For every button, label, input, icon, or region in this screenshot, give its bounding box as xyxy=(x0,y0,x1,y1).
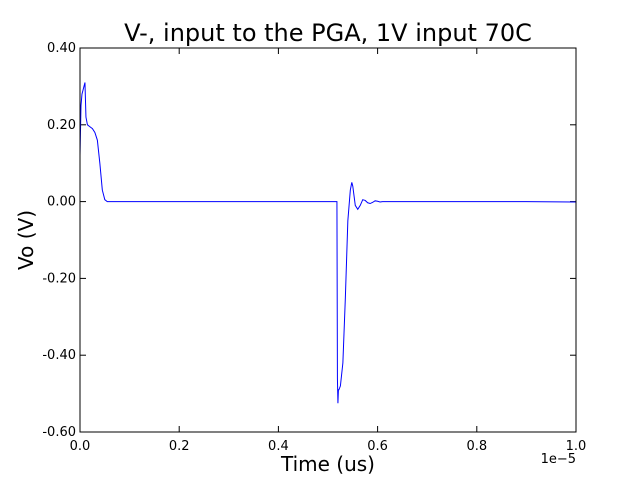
x-tick-label: 0.2 xyxy=(169,439,190,454)
y-tick-label: 0.40 xyxy=(47,41,76,56)
chart-title: V-, input to the PGA, 1V input 70C xyxy=(124,19,532,47)
y-tick-label: -0.20 xyxy=(42,271,76,286)
x-tick-label: 0.8 xyxy=(466,439,487,454)
x-axis-label: Time (us) xyxy=(280,452,375,476)
series-line xyxy=(79,82,576,404)
x-tick-label: 0.4 xyxy=(268,439,289,454)
x-tick-label: 0.6 xyxy=(367,439,388,454)
y-tick-label: 0.00 xyxy=(47,195,76,210)
x-tick-label: 1.0 xyxy=(566,439,587,454)
x-offset-label: 1e−5 xyxy=(541,452,576,467)
plot-frame xyxy=(79,47,577,433)
y-tick-label: -0.40 xyxy=(42,348,76,363)
y-tick-label: -0.60 xyxy=(42,425,76,440)
y-axis-label: Vo (V) xyxy=(14,210,38,270)
x-tick-label: 0.0 xyxy=(70,439,91,454)
y-tick-label: 0.20 xyxy=(47,118,76,133)
